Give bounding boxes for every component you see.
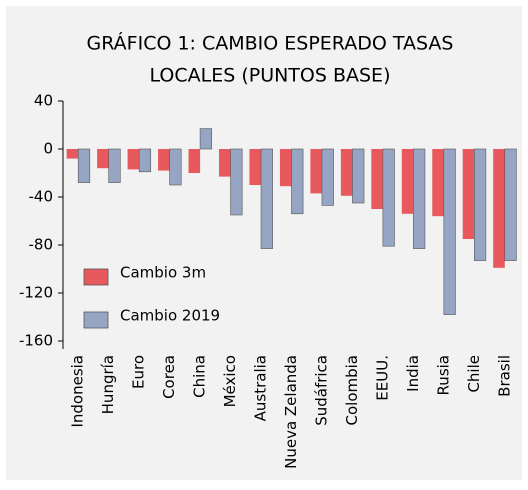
bar bbox=[230, 148, 243, 216]
bar bbox=[401, 149, 414, 214]
x-tick-label: Colombia bbox=[343, 355, 361, 426]
chart-title: GRÁFICO 1: CAMBIO ESPERADO TASAS bbox=[87, 32, 454, 55]
bar bbox=[138, 148, 152, 173]
bar bbox=[127, 149, 140, 170]
x-tick-label: Nueva Zelanda bbox=[282, 355, 300, 469]
bar bbox=[443, 148, 456, 315]
bar bbox=[279, 149, 292, 187]
bar bbox=[260, 148, 273, 249]
bar bbox=[462, 149, 475, 239]
x-tick-label: Hungría bbox=[99, 355, 117, 414]
x-tick-label: Rusia bbox=[434, 355, 452, 395]
legend-label: Cambio 2019 bbox=[120, 307, 220, 325]
bar bbox=[473, 148, 487, 261]
bar bbox=[340, 149, 353, 196]
x-tick-label: Corea bbox=[160, 355, 178, 399]
x-tick-label: India bbox=[404, 355, 422, 392]
x-tick-label: Indonesia bbox=[69, 355, 87, 428]
bar bbox=[413, 148, 426, 249]
x-tick-label: Australia bbox=[252, 355, 270, 421]
bar bbox=[371, 149, 383, 209]
chart-title: LOCALES (PUNTOS BASE) bbox=[150, 65, 391, 87]
x-tick-label: China bbox=[191, 355, 209, 398]
legend-swatch bbox=[83, 268, 109, 286]
bar bbox=[249, 149, 262, 185]
y-tick-label: -120 bbox=[19, 284, 53, 302]
y-tick-label: -80 bbox=[29, 236, 54, 254]
x-tick-label: Chile bbox=[465, 355, 483, 393]
bar bbox=[218, 149, 231, 177]
bar bbox=[432, 149, 444, 217]
bar bbox=[321, 148, 334, 206]
bar bbox=[97, 149, 109, 169]
y-tick-label: -160 bbox=[19, 332, 53, 350]
x-tick-label: Sudáfrica bbox=[312, 355, 330, 426]
legend-label: Cambio 3m bbox=[120, 264, 206, 282]
y-tick-label: 40 bbox=[34, 92, 53, 110]
y-tick-label: -40 bbox=[29, 188, 54, 206]
bar bbox=[66, 149, 79, 159]
x-tick-label: Brasil bbox=[495, 355, 513, 397]
bar bbox=[382, 148, 395, 247]
bar bbox=[77, 148, 91, 183]
bar bbox=[158, 149, 170, 171]
bar bbox=[504, 148, 517, 261]
bar bbox=[310, 149, 322, 194]
bar bbox=[352, 148, 365, 204]
x-tick-label: EEUU. bbox=[373, 355, 391, 401]
x-tick-label: México bbox=[221, 355, 239, 407]
bar bbox=[199, 128, 212, 150]
bar bbox=[291, 148, 304, 215]
bar bbox=[108, 148, 121, 183]
bar bbox=[169, 148, 182, 186]
y-tick-label: 0 bbox=[43, 140, 53, 158]
x-tick-label: Euro bbox=[130, 355, 148, 389]
bar bbox=[493, 149, 505, 268]
bar bbox=[188, 149, 201, 173]
legend-swatch bbox=[83, 311, 109, 329]
